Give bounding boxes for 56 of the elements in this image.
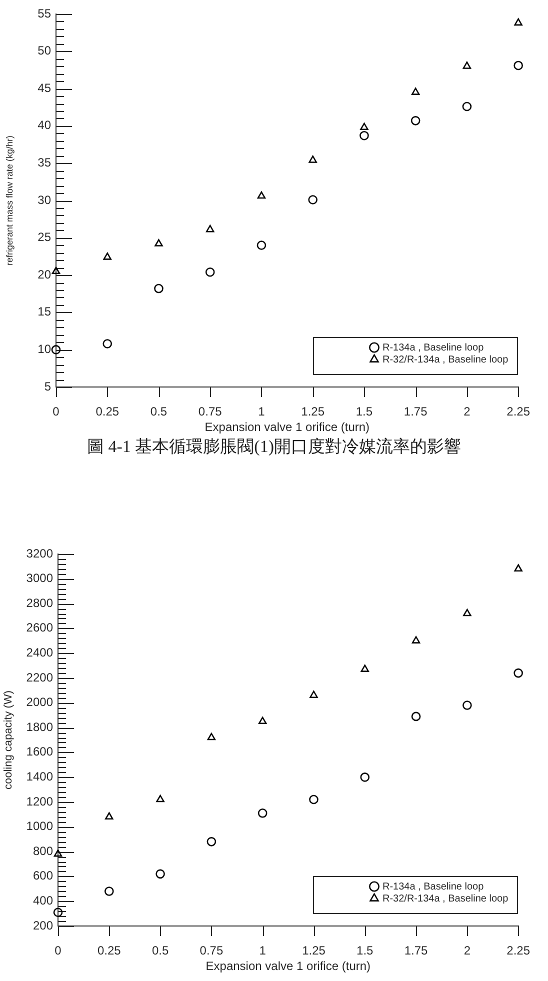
x-tick-label: 1.25 (302, 944, 326, 958)
y-tick-label: 2400 (26, 646, 54, 660)
y-tick-label: 2600 (26, 620, 54, 635)
legend-label: R-134a , Baseline loop (382, 881, 484, 892)
x-tick-label: 1 (258, 404, 266, 419)
y-tick-label: 3200 (26, 546, 54, 560)
x-axis-title: Expansion valve 1 orifice (turn) (204, 420, 370, 434)
y-tick-label: 800 (32, 844, 54, 858)
x-tick-label: 0.25 (96, 404, 120, 419)
legend-label: R-32/R-134a , Baseline loop (382, 354, 509, 366)
x-tick-label: 1.5 (356, 404, 373, 419)
x-tick-label: 0.25 (97, 944, 122, 958)
caption: 圖 4-1 基本循環膨脹閥(1)開口度對冷媒流率的影響 (86, 436, 462, 458)
y-tick-label: 3000 (26, 571, 54, 586)
x-tick-label: 2 (464, 404, 471, 419)
x-tick-label: 0 (54, 944, 62, 958)
y-tick-label: 45 (38, 80, 52, 95)
y-tick-label: 1800 (26, 720, 54, 734)
y-tick-label: 10 (38, 342, 52, 356)
y-tick-label: 2200 (26, 670, 54, 684)
y-tick-label: 35 (38, 156, 52, 170)
y-tick-label: 40 (38, 118, 52, 132)
y-tick-label: 15 (38, 304, 52, 319)
y-tick-label: 55 (38, 6, 52, 20)
y-tick-label: 1600 (26, 744, 54, 759)
x-tick-label: 1.75 (404, 404, 428, 419)
y-tick-label: 200 (32, 918, 54, 932)
x-tick-label: 1.5 (356, 944, 374, 958)
x-tick-label: 0.75 (200, 944, 224, 958)
x-tick-label: 0.5 (150, 404, 168, 419)
y-tick-label: 30 (38, 192, 52, 207)
x-tick-label: 0.5 (152, 944, 169, 958)
y-tick-label: 1200 (26, 794, 54, 808)
y-tick-label: 5 (44, 379, 52, 394)
y-tick-label: 1400 (26, 770, 54, 784)
y-tick-label: 50 (38, 44, 52, 58)
legend-label: R-134a , Baseline loop (382, 342, 484, 354)
y-tick-label: 400 (32, 894, 54, 908)
y-axis-title: refrigerant mass flow rate (kg/hr) (4, 135, 14, 266)
y-tick-label: 2800 (26, 596, 54, 610)
y-tick-label: 20 (38, 267, 52, 282)
x-tick-label: 0.75 (198, 404, 222, 419)
x-tick-label: 0 (52, 404, 60, 419)
x-tick-label: 2.25 (506, 944, 530, 958)
x-axis-title: Expansion valve 1 orifice (turn) (206, 959, 371, 974)
x-tick-label: 2 (464, 944, 471, 958)
y-tick-label: 1000 (26, 819, 54, 834)
y-tick-label: 25 (38, 230, 52, 244)
y-tick-label: 600 (32, 868, 54, 883)
x-tick-label: 1 (259, 944, 266, 958)
x-tick-label: 2.25 (506, 404, 530, 419)
x-tick-label: 1.25 (301, 404, 325, 419)
x-tick-label: 1.75 (404, 944, 428, 958)
y-axis-title: cooling capacity (W) (2, 690, 15, 790)
y-tick-label: 2000 (26, 695, 54, 710)
legend-label: R-32/R-134a , Baseline loop (382, 893, 509, 904)
